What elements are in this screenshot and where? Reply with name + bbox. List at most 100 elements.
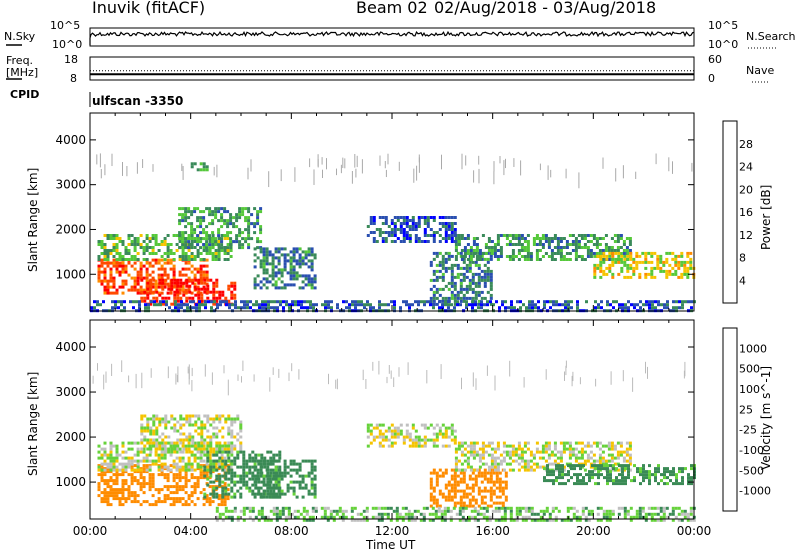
data-cell	[265, 259, 269, 263]
data-cell	[550, 237, 554, 240]
data-cell	[447, 257, 451, 261]
data-cell	[606, 476, 609, 480]
data-cell	[151, 258, 155, 262]
data-cell	[166, 485, 170, 489]
data-cell	[115, 261, 119, 265]
data-cell	[215, 281, 219, 285]
data-cell	[133, 246, 137, 249]
data-cell	[226, 488, 230, 492]
data-cell	[477, 471, 481, 475]
data-cell	[161, 287, 165, 291]
data-cell	[266, 486, 270, 490]
data-cell	[242, 471, 246, 475]
data-cell	[438, 222, 442, 225]
data-cell	[241, 210, 245, 214]
data-cell	[490, 465, 494, 469]
data-cell	[218, 414, 222, 418]
data-cell	[550, 453, 554, 457]
data-cell	[384, 219, 388, 222]
data-cell	[659, 269, 663, 273]
data-cell	[435, 231, 439, 234]
data-cell	[441, 423, 445, 427]
data-cell	[100, 261, 104, 265]
data-cell	[274, 471, 278, 475]
data-cell	[450, 254, 454, 258]
data-cell	[423, 234, 427, 237]
data-cell	[501, 504, 505, 508]
data-cell	[109, 270, 113, 274]
data-cell	[460, 453, 464, 457]
data-cell	[457, 234, 461, 237]
data-cell	[97, 255, 101, 258]
data-cell	[109, 450, 113, 454]
data-cell	[115, 267, 119, 271]
data-cell	[194, 287, 198, 291]
data-cell	[429, 504, 433, 508]
data-cell	[417, 303, 420, 307]
data-cell	[278, 456, 282, 460]
data-cell	[169, 468, 173, 472]
data-cell	[405, 231, 409, 234]
data-cell	[262, 495, 266, 499]
data-cell	[121, 450, 125, 454]
data-cell	[556, 252, 560, 255]
data-cell	[277, 247, 281, 251]
data-cell	[178, 476, 182, 480]
data-cell	[483, 275, 487, 279]
data-cell	[142, 240, 146, 243]
data-cell	[419, 518, 423, 522]
data-cell	[202, 276, 206, 280]
scatter-streak	[242, 360, 244, 371]
data-cell	[191, 435, 195, 439]
data-cell	[390, 231, 394, 234]
data-cell	[662, 509, 666, 513]
data-cell	[167, 447, 171, 451]
data-cell	[566, 506, 570, 510]
data-cell	[462, 492, 466, 496]
data-cell	[224, 420, 228, 424]
scatter-streak	[253, 374, 255, 382]
data-cell	[151, 252, 155, 255]
data-cell	[185, 435, 189, 439]
data-cell	[324, 306, 327, 310]
x-axis-label: Time UT	[366, 538, 416, 552]
data-cell	[166, 246, 170, 249]
data-cell	[600, 306, 603, 310]
data-cell	[275, 518, 279, 522]
data-cell	[616, 246, 620, 249]
data-cell	[268, 262, 272, 266]
data-cell	[301, 280, 305, 284]
data-cell	[604, 234, 608, 237]
data-cell	[100, 246, 104, 249]
data-cell	[659, 257, 663, 261]
data-cell	[524, 515, 528, 519]
data-cell	[459, 278, 463, 282]
data-cell	[149, 450, 153, 454]
data-cell	[450, 281, 454, 285]
data-cell	[200, 420, 204, 424]
data-cell	[562, 447, 566, 451]
data-cell	[480, 254, 484, 258]
data-cell	[509, 518, 513, 522]
data-cell	[166, 441, 170, 445]
data-cell	[199, 264, 203, 268]
data-cell	[504, 480, 508, 484]
data-cell	[504, 300, 507, 304]
data-cell	[567, 306, 570, 310]
data-cell	[196, 240, 200, 244]
data-cell	[123, 306, 126, 310]
data-cell	[622, 249, 626, 252]
data-cell	[378, 444, 382, 448]
data-cell	[259, 210, 263, 214]
data-cell	[420, 300, 423, 304]
data-cell	[474, 501, 478, 505]
data-cell	[230, 477, 234, 481]
data-cell	[218, 441, 222, 445]
data-cell	[372, 237, 376, 240]
data-cell	[154, 453, 158, 457]
data-cell	[621, 464, 624, 468]
data-cell	[653, 275, 657, 279]
data-cell	[145, 459, 149, 463]
data-cell	[140, 438, 144, 442]
data-cell	[633, 476, 636, 480]
